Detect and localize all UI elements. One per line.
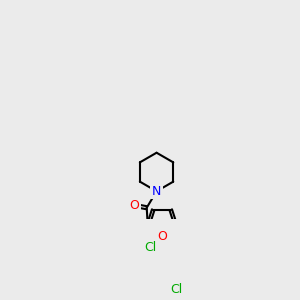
Text: O: O — [157, 230, 167, 243]
Text: Cl: Cl — [144, 241, 156, 254]
Text: Cl: Cl — [170, 283, 182, 296]
Text: N: N — [152, 185, 161, 198]
Text: O: O — [130, 199, 140, 212]
